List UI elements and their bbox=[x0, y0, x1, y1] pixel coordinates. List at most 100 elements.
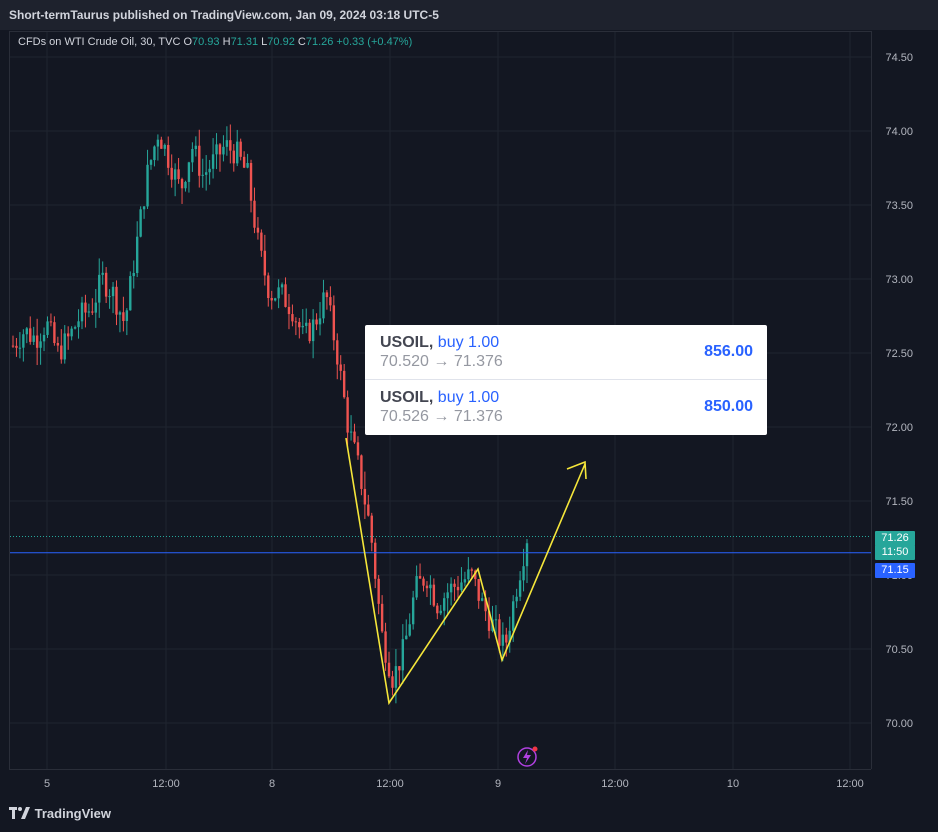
time-axis[interactable] bbox=[9, 769, 871, 796]
high-value: 71.31 bbox=[230, 36, 259, 48]
candle-body bbox=[425, 585, 429, 589]
publish-bar: Short-termTaurus published on TradingVie… bbox=[0, 0, 938, 30]
candle-body bbox=[139, 209, 142, 237]
candle-body bbox=[56, 343, 60, 346]
candle-body bbox=[329, 297, 332, 306]
y-tick-label: 73.50 bbox=[885, 200, 913, 212]
candle-body bbox=[149, 160, 153, 165]
tradingview-logo: TradingView bbox=[9, 806, 111, 821]
candle-body bbox=[118, 312, 122, 315]
candle-body bbox=[267, 275, 270, 299]
candle-body bbox=[249, 163, 253, 201]
candle-body bbox=[232, 150, 235, 164]
candle-body bbox=[170, 167, 173, 180]
candle-body bbox=[87, 311, 91, 313]
candle-body bbox=[98, 274, 101, 303]
candle-body bbox=[298, 322, 301, 328]
candle-body bbox=[167, 144, 170, 168]
candle-body bbox=[322, 292, 325, 319]
y-tick-label: 72.00 bbox=[885, 422, 913, 434]
y-tick-label: 73.00 bbox=[885, 274, 913, 286]
candle-body bbox=[332, 305, 336, 341]
candle-body bbox=[349, 431, 353, 433]
candle-body bbox=[260, 232, 263, 251]
candle-body bbox=[463, 579, 467, 583]
candle-body bbox=[408, 624, 411, 636]
price-axis[interactable] bbox=[871, 31, 938, 769]
candle-body bbox=[518, 580, 522, 597]
candle-body bbox=[115, 286, 118, 315]
candle-body bbox=[273, 298, 277, 301]
candle-body bbox=[104, 272, 108, 297]
trade-row: USOIL, buy 1.00 70.520 → 71.376 856.00 bbox=[365, 325, 767, 380]
candle-body bbox=[63, 333, 66, 360]
candle-body bbox=[263, 250, 267, 276]
candle-body bbox=[391, 676, 394, 688]
candle-body bbox=[256, 227, 260, 233]
candle-body bbox=[505, 634, 508, 643]
candle-body bbox=[277, 287, 280, 299]
candle-body bbox=[53, 322, 56, 344]
notification-dot bbox=[532, 746, 538, 752]
candle-body bbox=[515, 596, 518, 602]
candle-body bbox=[70, 328, 73, 337]
candle-body bbox=[135, 236, 139, 274]
candle-body bbox=[356, 442, 360, 456]
candle-body bbox=[342, 370, 346, 398]
candle-body bbox=[270, 298, 273, 301]
candle-body bbox=[73, 327, 77, 329]
candle-body bbox=[29, 328, 32, 342]
x-tick-label: 12:00 bbox=[836, 778, 864, 790]
candle-body bbox=[215, 144, 218, 155]
trade-pnl: 850.00 bbox=[704, 398, 753, 415]
candle-body bbox=[239, 141, 242, 157]
y-tick-label: 74.00 bbox=[885, 126, 913, 138]
candle-body bbox=[229, 140, 232, 151]
candle-body bbox=[42, 334, 46, 342]
candle-body bbox=[522, 566, 525, 581]
open-value: 70.93 bbox=[192, 36, 220, 48]
high-label: H bbox=[222, 36, 231, 48]
candle-body bbox=[401, 639, 405, 671]
candle-body bbox=[498, 619, 501, 646]
change-value: +0.33 (+0.47%) bbox=[336, 36, 413, 48]
x-tick-label: 12:00 bbox=[376, 778, 404, 790]
candle-body bbox=[305, 322, 308, 326]
candle-body bbox=[11, 345, 15, 347]
candle-body bbox=[187, 162, 191, 182]
candle-body bbox=[160, 139, 163, 149]
candle-body bbox=[470, 569, 474, 571]
candle-body bbox=[456, 586, 460, 591]
candle-body bbox=[218, 144, 222, 155]
last-price-tag: 71.26 bbox=[875, 531, 915, 546]
candle-body bbox=[387, 662, 391, 677]
candle-body bbox=[108, 296, 111, 298]
candle-body bbox=[301, 325, 304, 328]
candle-body bbox=[94, 302, 97, 313]
candle-body bbox=[415, 576, 418, 598]
candle-body bbox=[429, 584, 432, 589]
countdown-tag: 11:50 bbox=[875, 545, 915, 560]
candle-body bbox=[487, 611, 491, 631]
candle-body bbox=[494, 619, 498, 621]
candle-body bbox=[184, 181, 187, 189]
candle-body bbox=[449, 583, 453, 593]
y-tick-label: 70.50 bbox=[885, 644, 913, 656]
candle-body bbox=[132, 273, 135, 277]
candle-body bbox=[77, 321, 80, 328]
candle-body bbox=[318, 318, 322, 325]
candle-body bbox=[201, 174, 204, 176]
candle-body bbox=[204, 172, 208, 175]
candle-body bbox=[101, 272, 104, 275]
candle-body bbox=[436, 605, 439, 614]
candle-body bbox=[512, 601, 515, 631]
candle-body bbox=[156, 139, 160, 147]
candle-body bbox=[294, 321, 298, 323]
candle-body bbox=[180, 179, 184, 189]
footer: TradingView bbox=[0, 796, 938, 832]
candle-body bbox=[25, 328, 28, 335]
candle-body bbox=[405, 635, 408, 640]
candle-body bbox=[173, 169, 177, 180]
trade-pnl: 856.00 bbox=[704, 343, 753, 360]
candle-body bbox=[280, 284, 284, 288]
